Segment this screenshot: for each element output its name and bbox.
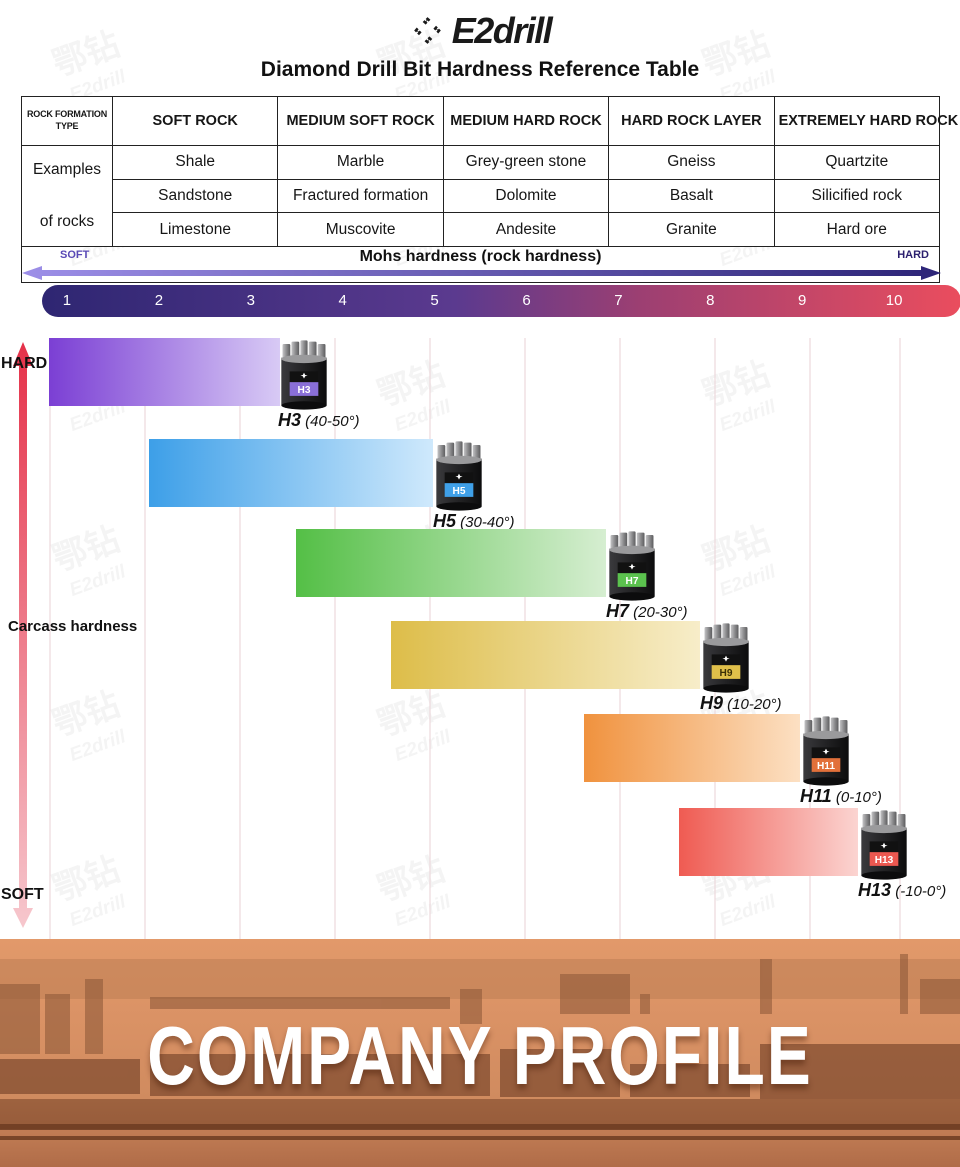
svg-text:H11: H11 [817, 761, 835, 772]
svg-text:H9: H9 [720, 668, 733, 679]
svg-text:H5: H5 [453, 486, 466, 497]
svg-text:H3: H3 [298, 385, 311, 396]
svg-text:H13: H13 [875, 855, 894, 866]
svg-text:H7: H7 [626, 576, 639, 587]
